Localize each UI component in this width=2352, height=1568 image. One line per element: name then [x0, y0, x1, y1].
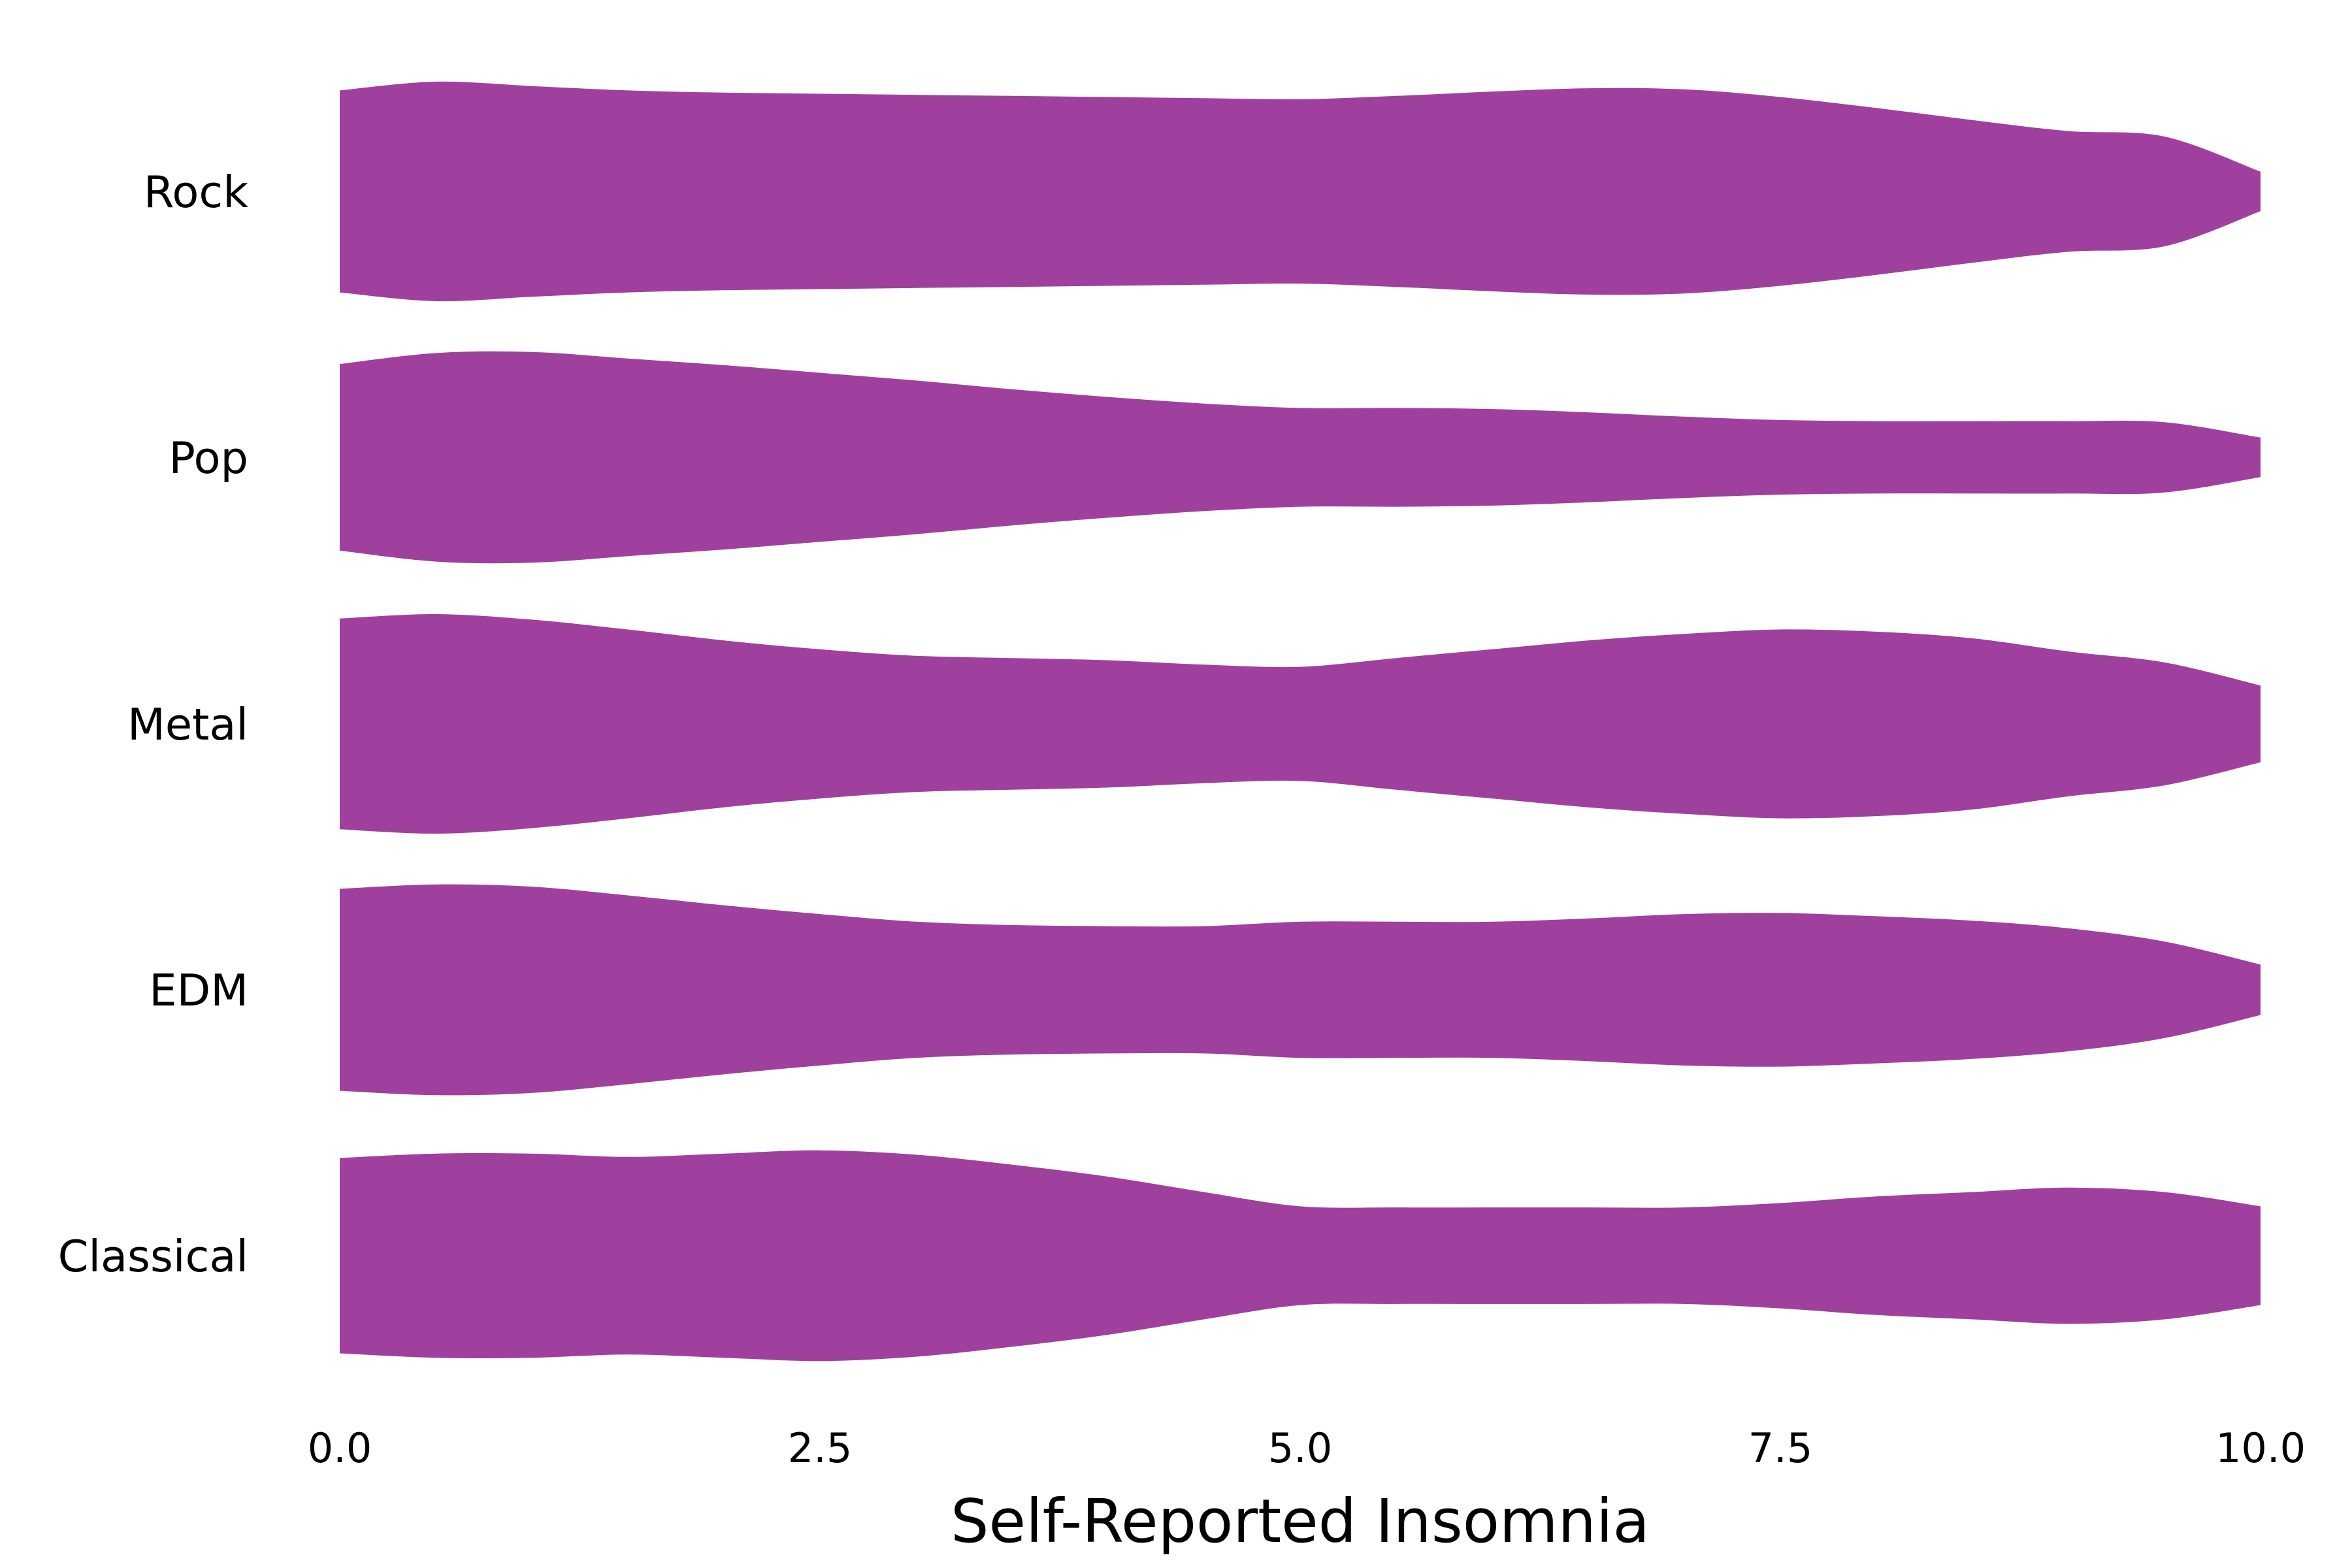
violin-classical — [340, 1150, 2261, 1362]
category-label-classical: Classical — [58, 1231, 248, 1282]
x-tick-label: 5.0 — [1268, 1424, 1333, 1472]
violin-rock — [340, 81, 2261, 302]
violin-edm — [340, 884, 2261, 1096]
category-label-edm: EDM — [149, 965, 248, 1016]
x-tick-label: 2.5 — [788, 1424, 853, 1472]
violin-metal — [340, 613, 2261, 834]
x-axis-label: Self-Reported Insomnia — [951, 1486, 1650, 1556]
category-label-rock: Rock — [144, 167, 248, 218]
violins-layer — [340, 81, 2261, 1362]
category-label-metal: Metal — [127, 699, 248, 750]
x-tick-labels: 0.0 2.5 5.0 7.5 10.0 — [308, 1424, 2306, 1472]
x-tick-label: 0.0 — [308, 1424, 372, 1472]
category-label-pop: Pop — [169, 433, 248, 483]
violin-pop — [340, 351, 2261, 564]
x-tick-label: 7.5 — [1748, 1424, 1813, 1472]
category-labels: Rock Pop Metal EDM Classical — [58, 167, 249, 1282]
x-tick-label: 10.0 — [2215, 1424, 2306, 1472]
